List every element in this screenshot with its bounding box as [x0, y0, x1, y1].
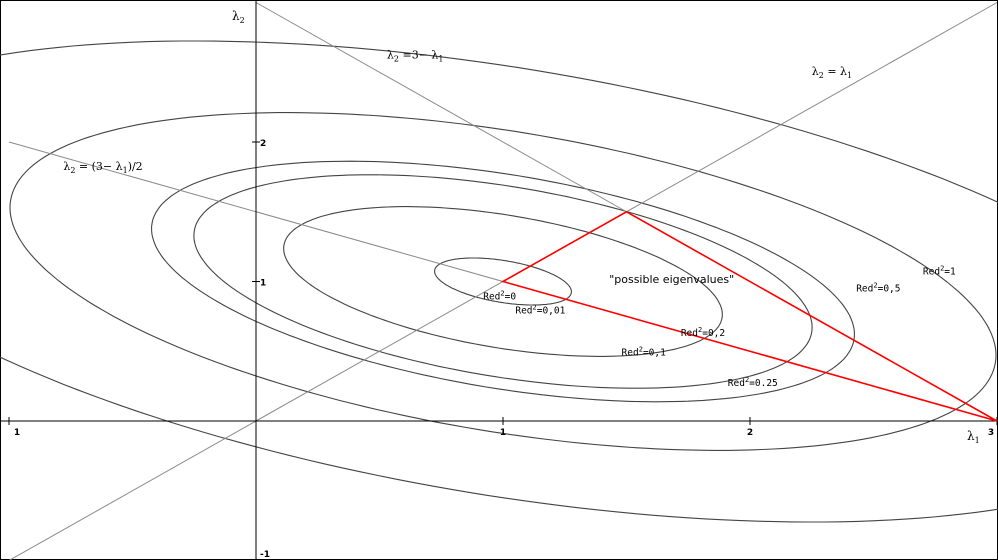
y-axis-label: λ2 — [232, 9, 245, 25]
guide-line-label: λ2 = λ1 — [812, 65, 852, 80]
ellipse-contour — [0, 40, 998, 523]
possible-eigenvalues-triangle — [500, 210, 998, 422]
contour-level-label: Red2=0,2 — [681, 326, 725, 339]
x-tick-label: 2 — [747, 428, 753, 438]
triangle-label: "possible eigenvalues" — [609, 273, 734, 286]
ellipse-contour — [193, 174, 813, 389]
ellipse-contour — [151, 160, 855, 403]
y-tick-label: 1 — [260, 279, 266, 289]
contour-level-label: Red2=1 — [923, 265, 956, 278]
guide-line-sum3 — [255, 2, 627, 213]
guide-line-label: λ2 = (3− λ1)/2 — [63, 160, 142, 175]
contour-level-label: Red2=0 — [483, 290, 516, 303]
ellipse-contour — [9, 112, 997, 451]
y-tick-label: -1 — [260, 550, 270, 560]
x-tick-label: 1 — [14, 428, 20, 438]
label-group: "possible eigenvalues" λ2 = λ1 λ2 =3− λ1 λ2… — [63, 48, 956, 389]
y-tick-label: 2 — [260, 139, 266, 149]
contour-level-label: Red2=0,1 — [622, 345, 667, 358]
x-axis-label: λ1 — [967, 429, 980, 445]
guide-line-label: λ2 =3− λ1 — [387, 48, 444, 63]
contour-level-label: Red2=0.25 — [728, 376, 778, 389]
contour-level-label: Red2=0,5 — [856, 281, 900, 294]
contour-level-label: Red2=0,01 — [515, 304, 565, 317]
triangle-group — [500, 210, 998, 422]
ellipse-contour — [283, 206, 723, 357]
ellipse-contour — [434, 257, 572, 306]
x-tick-label: 1 — [500, 428, 506, 438]
x-tick-label: 3 — [988, 428, 994, 438]
ellipse-group — [0, 40, 998, 523]
